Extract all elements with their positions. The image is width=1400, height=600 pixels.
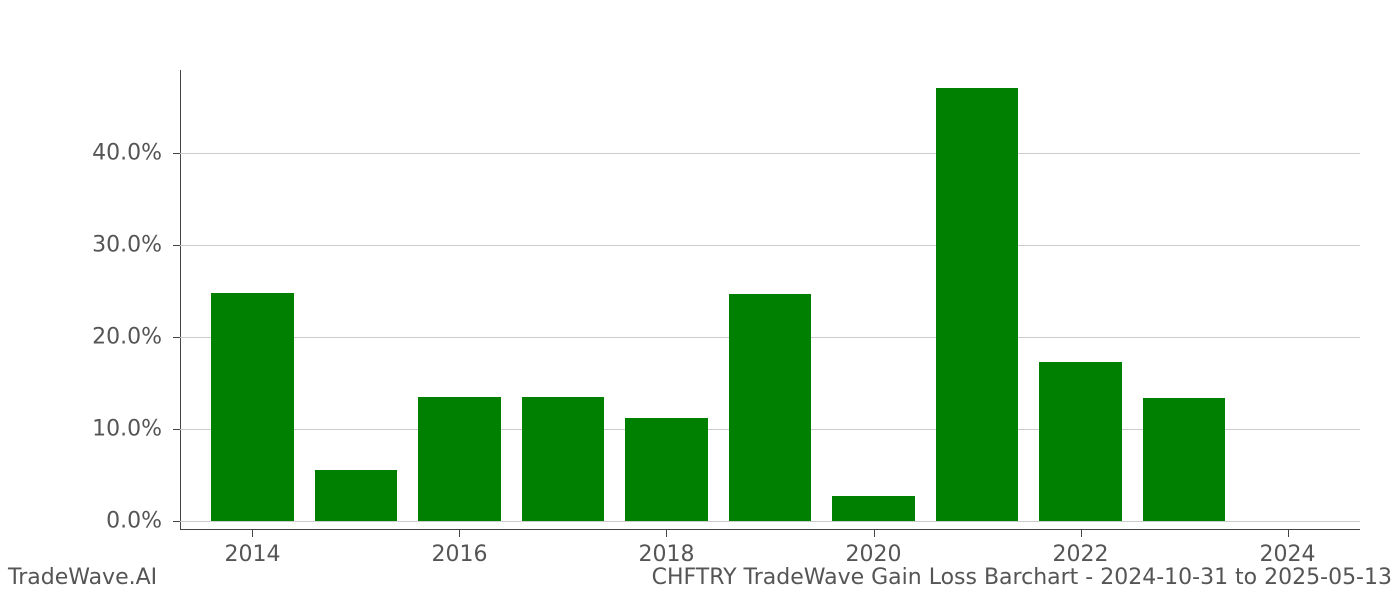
y-tick-mark	[173, 153, 180, 154]
bar	[211, 293, 294, 521]
y-tick-label: 0.0%	[106, 508, 162, 533]
y-tick-label: 30.0%	[92, 232, 162, 257]
y-tick-mark	[173, 245, 180, 246]
bar	[1143, 398, 1226, 521]
footer-caption: CHFTRY TradeWave Gain Loss Barchart - 20…	[652, 565, 1392, 590]
x-tick-label: 2016	[431, 542, 487, 567]
gain-loss-barchart: TradeWave.AI CHFTRY TradeWave Gain Loss …	[0, 0, 1400, 600]
plot-area	[180, 70, 1360, 530]
bar	[1039, 362, 1122, 521]
x-tick-label: 2024	[1260, 542, 1316, 567]
x-tick-label: 2018	[638, 542, 694, 567]
x-axis-spine	[180, 529, 1360, 530]
x-tick-mark	[459, 530, 460, 537]
x-tick-mark	[1288, 530, 1289, 537]
gridline	[180, 245, 1360, 246]
bar	[418, 397, 501, 521]
y-tick-label: 20.0%	[92, 324, 162, 349]
gridline	[180, 153, 1360, 154]
bar	[936, 88, 1019, 520]
bar	[625, 418, 708, 521]
x-tick-mark	[666, 530, 667, 537]
x-tick-label: 2014	[224, 542, 280, 567]
bar	[832, 496, 915, 521]
y-tick-label: 10.0%	[92, 416, 162, 441]
bar	[729, 294, 812, 521]
bar	[522, 397, 605, 521]
y-tick-mark	[173, 521, 180, 522]
x-tick-mark	[1081, 530, 1082, 537]
y-tick-mark	[173, 337, 180, 338]
x-tick-mark	[252, 530, 253, 537]
footer-brand: TradeWave.AI	[8, 565, 157, 590]
x-tick-mark	[874, 530, 875, 537]
y-tick-label: 40.0%	[92, 140, 162, 165]
y-axis-spine	[180, 70, 181, 530]
gridline	[180, 521, 1360, 522]
x-tick-label: 2020	[846, 542, 902, 567]
bar	[315, 470, 398, 521]
y-tick-mark	[173, 429, 180, 430]
x-tick-label: 2022	[1053, 542, 1109, 567]
